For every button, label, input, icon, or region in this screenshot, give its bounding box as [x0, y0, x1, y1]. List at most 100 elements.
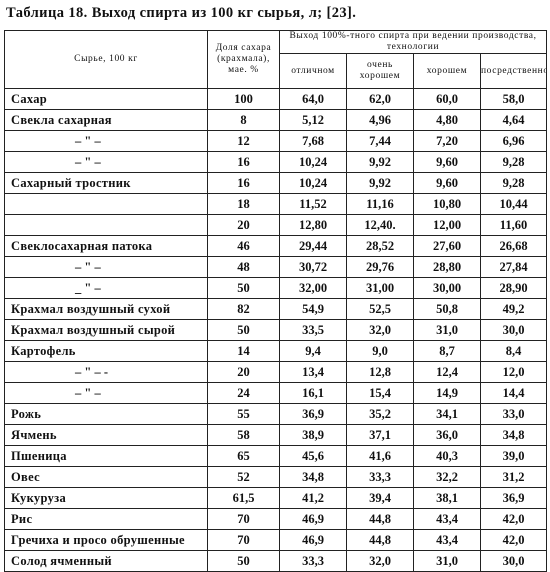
very-good-cell: 35,2: [346, 403, 414, 425]
very-good-cell: 52,5: [346, 298, 414, 320]
raw-material-cell: – " –: [4, 256, 208, 278]
raw-material-cell: Овес: [4, 466, 208, 488]
mediocre-cell: 42,0: [479, 508, 548, 530]
very-good-cell: 9,0: [346, 340, 414, 362]
excellent-cell: 33,3: [279, 550, 347, 572]
table-row: _ " –50 32,00 31,00 30,00 28,90: [4, 277, 548, 299]
mediocre-cell: 9,28: [479, 172, 548, 194]
sugar-share-cell: 100: [207, 88, 280, 110]
header-row-top: Сырье, 100 кг Доля сахара (крахмала), ма…: [4, 30, 548, 89]
good-cell: 32,2: [413, 466, 481, 488]
sugar-share-cell: 46: [207, 235, 280, 257]
very-good-cell: 9,92: [346, 151, 414, 173]
raw-material-cell: Картофель: [4, 340, 208, 362]
excellent-cell: 33,5: [279, 319, 347, 341]
raw-material-cell: Свекла сахарная: [4, 109, 208, 131]
very-good-cell: 44,8: [346, 508, 414, 530]
good-cell: 31,0: [413, 550, 481, 572]
excellent-cell: 41,2: [279, 487, 347, 509]
mediocre-cell: 26,68: [479, 235, 548, 257]
raw-material-cell: Сахар: [4, 88, 208, 110]
table-row: Крахмал воздушный сырой 50 33,5 32,0 31,0 30,…: [4, 319, 548, 341]
good-cell: 7,20: [413, 130, 481, 152]
excellent-cell: 29,44: [279, 235, 347, 257]
very-good-cell: 33,3: [346, 466, 414, 488]
excellent-cell: 36,9: [279, 403, 347, 425]
sugar-share-cell: 8: [207, 109, 280, 131]
excellent-cell: 13,4: [279, 361, 347, 383]
raw-material-cell: Рис: [4, 508, 208, 530]
sugar-share-cell: 65: [207, 445, 280, 467]
excellent-cell: 5,12: [279, 109, 347, 131]
header-excellent: отличном: [279, 53, 347, 89]
raw-material-cell: – " –: [4, 382, 208, 404]
table-row: Солод ячменный 50 33,3 32,0 31,0 30,0: [4, 550, 548, 572]
mediocre-cell: 27,84: [479, 256, 548, 278]
good-cell: 34,1: [413, 403, 481, 425]
sugar-share-cell: 24: [207, 382, 280, 404]
good-cell: 43,4: [413, 529, 481, 551]
document-page: Таблица 18. Выход спирта из 100 кг сырья…: [4, 5, 548, 572]
good-cell: 14,9: [413, 382, 481, 404]
header-raw-material: Сырье, 100 кг: [4, 30, 208, 89]
raw-material-cell: Ячмень: [4, 424, 208, 446]
mediocre-cell: 33,0: [479, 403, 548, 425]
mediocre-cell: 30,0: [479, 550, 548, 572]
table-row: Ячмень 58 38,9 37,1 36,0 34,8: [4, 424, 548, 446]
very-good-cell: 32,0: [346, 319, 414, 341]
raw-material-cell: _ " –: [4, 277, 208, 299]
good-cell: 43,4: [413, 508, 481, 530]
good-cell: 9,60: [413, 172, 481, 194]
very-good-cell: 15,4: [346, 382, 414, 404]
mediocre-cell: 9,28: [479, 151, 548, 173]
mediocre-cell: 36,9: [479, 487, 548, 509]
excellent-cell: 30,72: [279, 256, 347, 278]
very-good-cell: 37,1: [346, 424, 414, 446]
sugar-share-cell: 14: [207, 340, 280, 362]
very-good-cell: 12,40.: [346, 214, 414, 236]
raw-material-cell: Рожь: [4, 403, 208, 425]
excellent-cell: 34,8: [279, 466, 347, 488]
table-row: Гречиха и просо обрушенные 70 46,9 44,8 43,4…: [4, 529, 548, 551]
sugar-share-cell: 70: [207, 508, 280, 530]
excellent-cell: 45,6: [279, 445, 347, 467]
mediocre-cell: 58,0: [479, 88, 548, 110]
sugar-share-cell: 20: [207, 361, 280, 383]
table-row: Кукуруза 61,5 41,2 39,4 38,1 36,9: [4, 487, 548, 509]
good-cell: 36,0: [413, 424, 481, 446]
excellent-cell: 46,9: [279, 529, 347, 551]
table-row: Сахарный тростник 16 10,24 9,92 9,60 9,28: [4, 172, 548, 194]
header-yield-group: Выход 100%-тного спирта при ведении прои…: [278, 30, 548, 54]
very-good-cell: 29,76: [346, 256, 414, 278]
sugar-share-cell: 20: [207, 214, 280, 236]
very-good-cell: 9,92: [346, 172, 414, 194]
excellent-cell: 11,52: [279, 193, 347, 215]
raw-material-cell: – " –: [4, 130, 208, 152]
very-good-cell: 39,4: [346, 487, 414, 509]
raw-material-cell: Свеклосахарная патока: [4, 235, 208, 257]
header-sugar-share: Доля сахара (крахмала), мае. %: [207, 30, 280, 89]
sugar-share-cell: 58: [207, 424, 280, 446]
mediocre-cell: 28,90: [479, 277, 548, 299]
mediocre-cell: 10,44: [479, 193, 548, 215]
raw-material-cell: [4, 193, 208, 215]
table-row: 20 12,80 12,40. 12,00 11,60: [4, 214, 548, 236]
table-row: – " –12 7,68 7,44 7,20 6,96: [4, 130, 548, 152]
header-mediocre: посредственном: [479, 53, 548, 89]
very-good-cell: 4,96: [346, 109, 414, 131]
raw-material-cell: – " –: [4, 151, 208, 173]
mediocre-cell: 49,2: [479, 298, 548, 320]
table-row: – " –16 10,24 9,92 9,60 9,28: [4, 151, 548, 173]
very-good-cell: 41,6: [346, 445, 414, 467]
mediocre-cell: 6,96: [479, 130, 548, 152]
sugar-share-cell: 50: [207, 277, 280, 299]
good-cell: 60,0: [413, 88, 481, 110]
excellent-cell: 46,9: [279, 508, 347, 530]
raw-material-cell: Крахмал воздушный сырой: [4, 319, 208, 341]
very-good-cell: 31,00: [346, 277, 414, 299]
mediocre-cell: 42,0: [479, 529, 548, 551]
good-cell: 50,8: [413, 298, 481, 320]
mediocre-cell: 31,2: [479, 466, 548, 488]
sugar-share-cell: 12: [207, 130, 280, 152]
excellent-cell: 12,80: [279, 214, 347, 236]
